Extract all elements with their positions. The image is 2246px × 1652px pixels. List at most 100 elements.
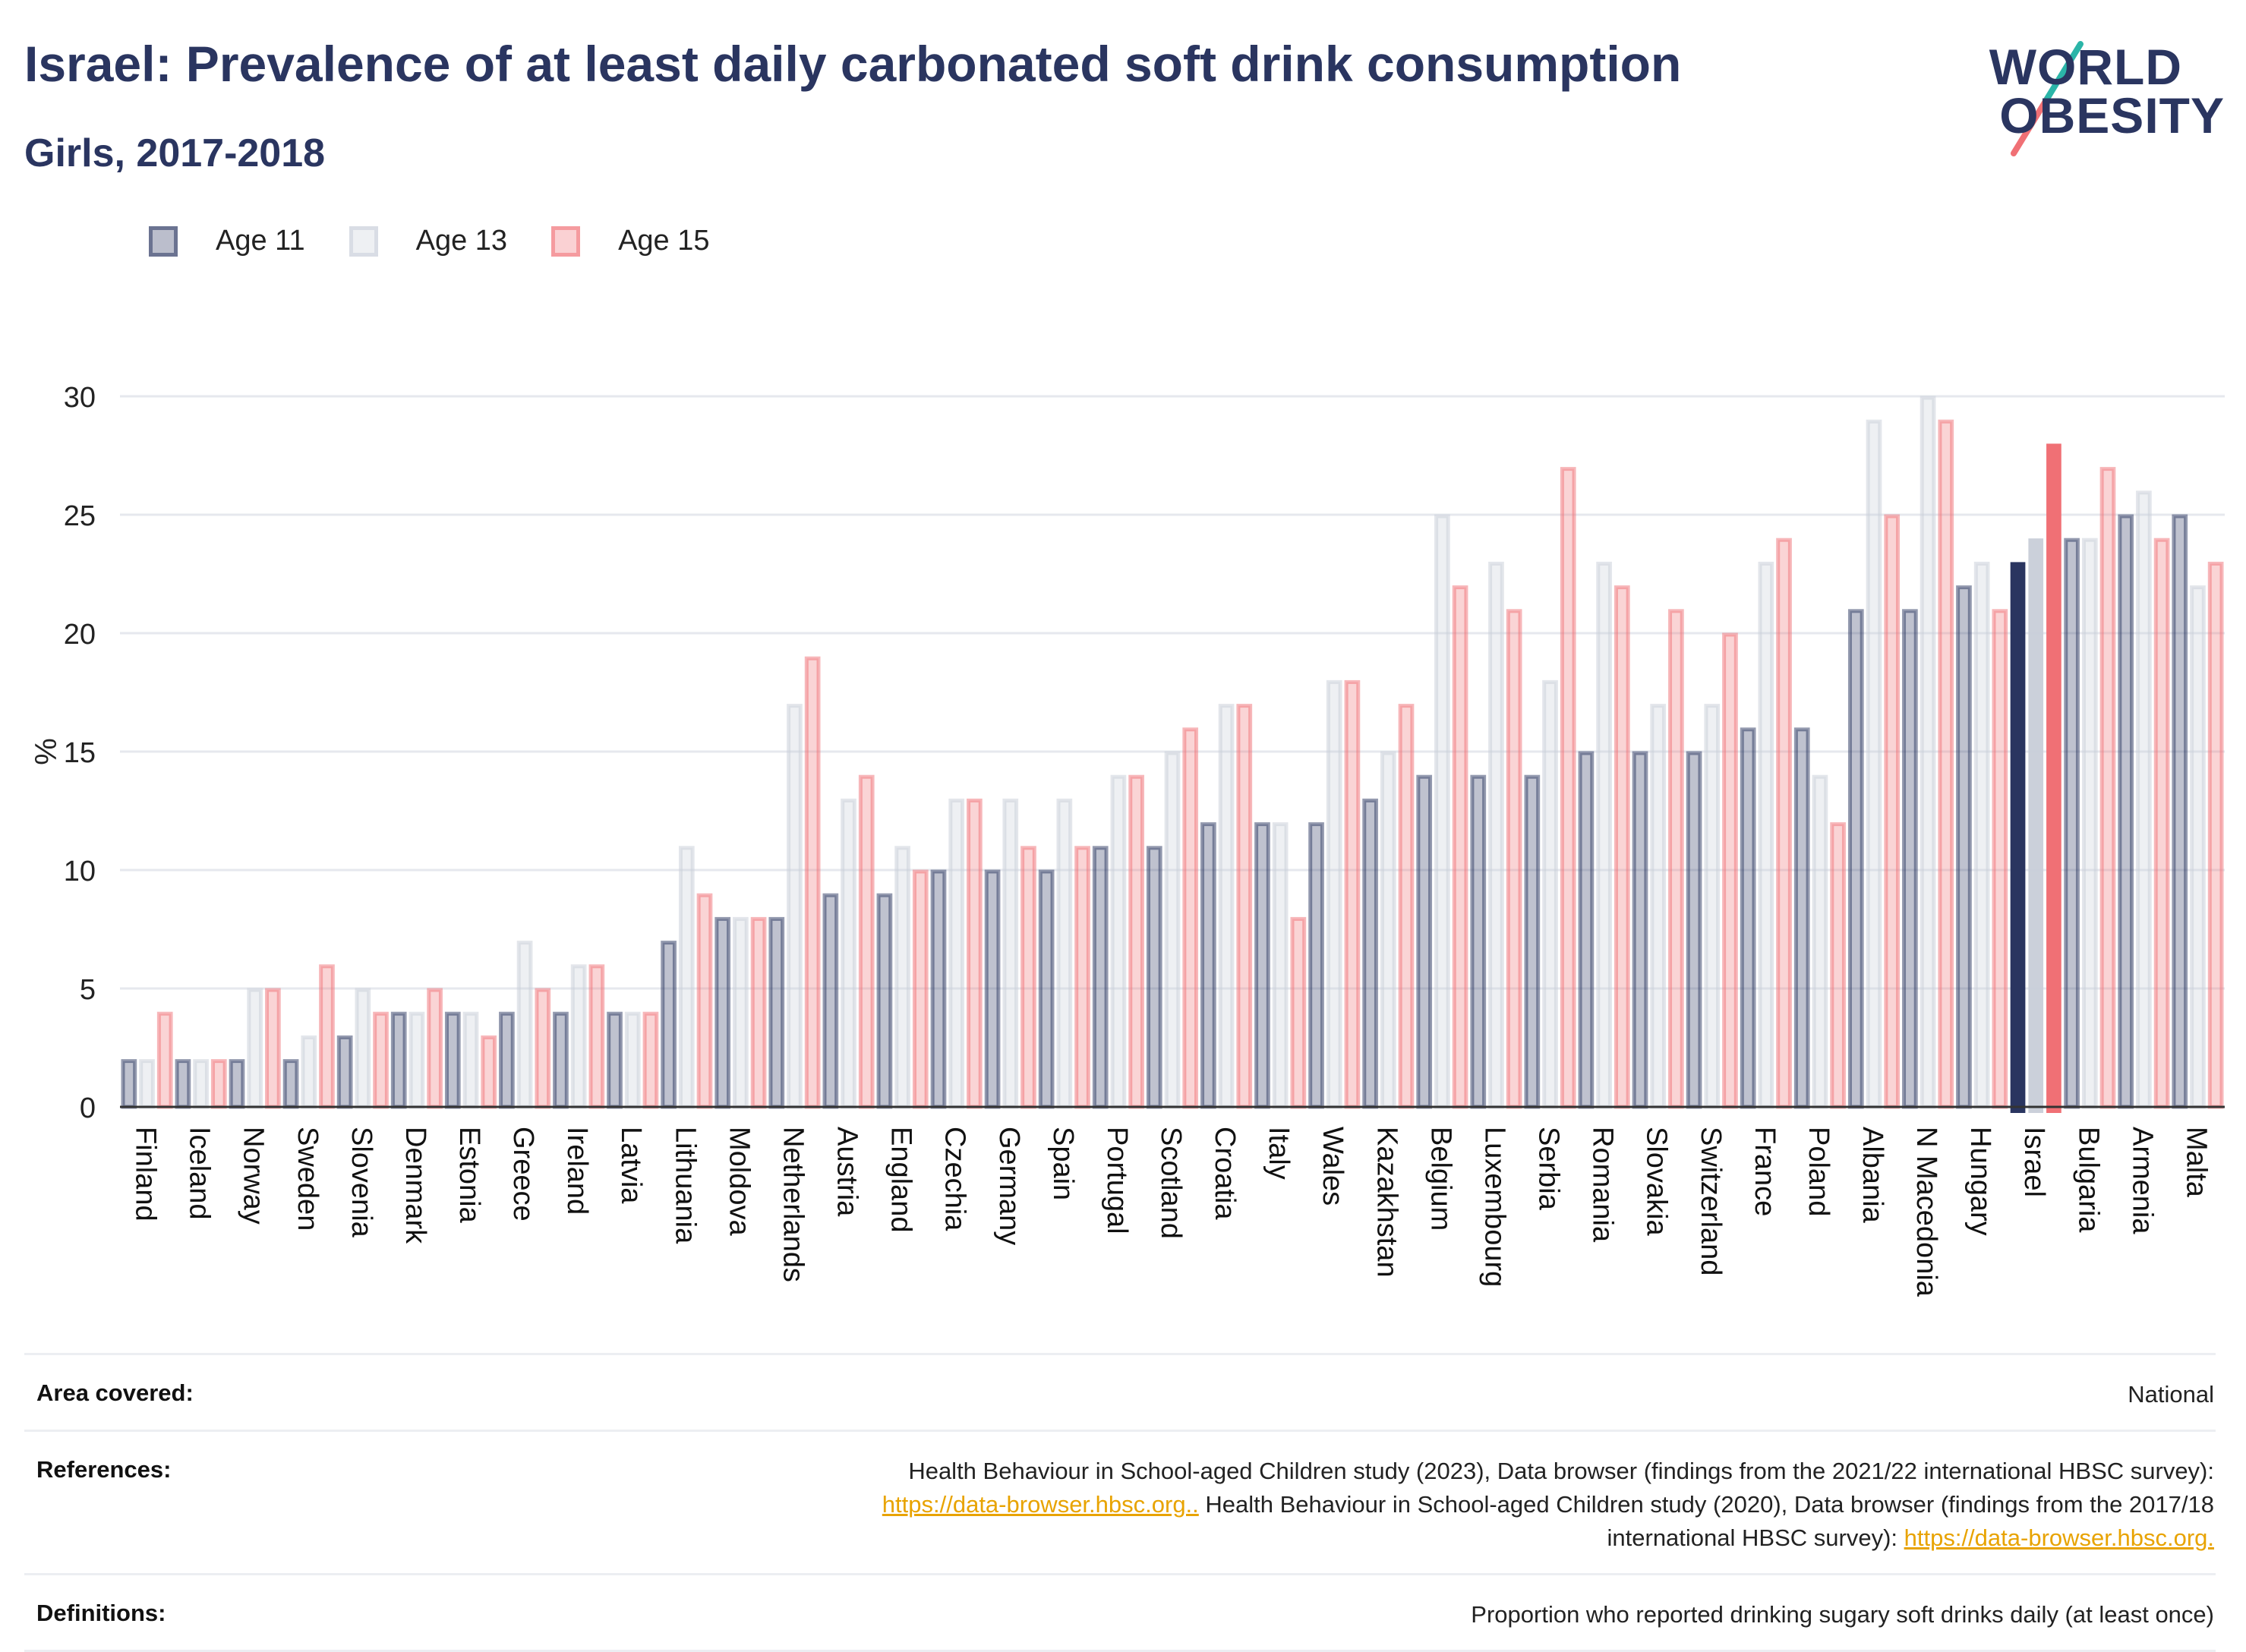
- bar-italy-age-11[interactable]: [1254, 822, 1270, 1109]
- bar-latvia-age-13[interactable]: [624, 1011, 641, 1109]
- bar-moldova-age-11[interactable]: [714, 916, 731, 1109]
- bar-kazakhstan-age-15[interactable]: [1398, 704, 1415, 1109]
- bar-finland-age-11[interactable]: [121, 1059, 137, 1109]
- bar-hungary-age-15[interactable]: [1992, 609, 2008, 1109]
- bar-kazakhstan-age-13[interactable]: [1380, 751, 1396, 1109]
- bar-germany-age-11[interactable]: [984, 869, 1001, 1109]
- bar-malta-age-11[interactable]: [2172, 514, 2188, 1109]
- bar-poland-age-13[interactable]: [1812, 774, 1828, 1109]
- reference-link-2[interactable]: https://data-browser.hbsc.org.: [1904, 1524, 2214, 1551]
- bar-luxembourg-age-11[interactable]: [1470, 774, 1487, 1109]
- bar-slovenia-age-15[interactable]: [373, 1011, 389, 1109]
- bar-scotland-age-13[interactable]: [1164, 751, 1181, 1109]
- bar-luxembourg-age-13[interactable]: [1488, 561, 1504, 1109]
- bar-iceland-age-13[interactable]: [193, 1059, 209, 1109]
- bar-iceland-age-11[interactable]: [175, 1059, 191, 1109]
- bar-belgium-age-15[interactable]: [1452, 585, 1468, 1109]
- bar-serbia-age-11[interactable]: [1524, 774, 1541, 1109]
- bar-serbia-age-15[interactable]: [1560, 467, 1576, 1109]
- bar-denmark-age-11[interactable]: [390, 1011, 407, 1109]
- bar-czechia-age-15[interactable]: [967, 798, 983, 1109]
- bar-armenia-age-13[interactable]: [2136, 490, 2152, 1109]
- bar-moldova-age-13[interactable]: [733, 916, 749, 1109]
- bar-latvia-age-11[interactable]: [607, 1011, 623, 1109]
- bar-ireland-age-15[interactable]: [588, 964, 605, 1109]
- bar-switzerland-age-13[interactable]: [1704, 704, 1721, 1109]
- bar-n-macedonia-age-15[interactable]: [1938, 419, 1954, 1109]
- bar-finland-age-15[interactable]: [156, 1011, 173, 1109]
- bar-lithuania-age-13[interactable]: [678, 846, 695, 1109]
- bar-n-macedonia-age-11[interactable]: [1902, 609, 1918, 1109]
- bar-portugal-age-15[interactable]: [1128, 774, 1144, 1109]
- bar-israel-age-15[interactable]: [2046, 443, 2061, 1113]
- bar-malta-age-15[interactable]: [2207, 561, 2224, 1109]
- bar-netherlands-age-15[interactable]: [804, 656, 821, 1109]
- bar-poland-age-11[interactable]: [1793, 727, 1810, 1109]
- bar-norway-age-15[interactable]: [265, 988, 281, 1109]
- bar-serbia-age-13[interactable]: [1542, 679, 1558, 1109]
- bar-lithuania-age-15[interactable]: [696, 893, 713, 1109]
- legend-item-age-15[interactable]: Age 15: [551, 225, 710, 257]
- bar-france-age-11[interactable]: [1740, 727, 1756, 1109]
- bar-italy-age-15[interactable]: [1290, 916, 1307, 1109]
- bar-france-age-15[interactable]: [1776, 538, 1792, 1109]
- bar-england-age-13[interactable]: [894, 846, 910, 1109]
- bar-albania-age-11[interactable]: [1847, 609, 1864, 1109]
- bar-england-age-15[interactable]: [912, 869, 929, 1109]
- bar-greece-age-13[interactable]: [516, 941, 533, 1109]
- bar-austria-age-13[interactable]: [841, 798, 856, 1109]
- bar-albania-age-13[interactable]: [1866, 419, 1882, 1109]
- bar-lithuania-age-11[interactable]: [661, 941, 677, 1109]
- bar-germany-age-15[interactable]: [1020, 846, 1036, 1109]
- bar-slovakia-age-11[interactable]: [1632, 751, 1648, 1109]
- bar-spain-age-15[interactable]: [1074, 846, 1090, 1109]
- bar-slovenia-age-11[interactable]: [336, 1035, 353, 1109]
- bar-romania-age-13[interactable]: [1596, 561, 1612, 1109]
- bar-finland-age-13[interactable]: [139, 1059, 155, 1109]
- bar-czechia-age-11[interactable]: [930, 869, 947, 1109]
- bar-estonia-age-11[interactable]: [444, 1011, 461, 1109]
- bar-israel-age-13[interactable]: [2028, 538, 2044, 1113]
- bar-ireland-age-11[interactable]: [553, 1011, 569, 1109]
- bar-n-macedonia-age-13[interactable]: [1920, 396, 1936, 1109]
- bar-ireland-age-13[interactable]: [570, 964, 587, 1109]
- bar-latvia-age-15[interactable]: [642, 1011, 659, 1109]
- bar-switzerland-age-11[interactable]: [1686, 751, 1702, 1109]
- bar-luxembourg-age-15[interactable]: [1506, 609, 1522, 1109]
- bar-hungary-age-11[interactable]: [1956, 585, 1972, 1109]
- bar-armenia-age-15[interactable]: [2153, 538, 2170, 1109]
- bar-belgium-age-13[interactable]: [1434, 514, 1450, 1109]
- bar-croatia-age-15[interactable]: [1236, 704, 1253, 1109]
- bar-croatia-age-11[interactable]: [1200, 822, 1216, 1109]
- bar-kazakhstan-age-11[interactable]: [1362, 798, 1378, 1109]
- bar-iceland-age-15[interactable]: [210, 1059, 227, 1109]
- bar-bulgaria-age-11[interactable]: [2064, 538, 2080, 1109]
- bar-germany-age-13[interactable]: [1002, 798, 1019, 1109]
- bar-denmark-age-15[interactable]: [427, 988, 443, 1109]
- bar-slovakia-age-15[interactable]: [1668, 609, 1684, 1109]
- bar-switzerland-age-15[interactable]: [1722, 632, 1738, 1109]
- bar-albania-age-15[interactable]: [1884, 514, 1901, 1109]
- bar-netherlands-age-11[interactable]: [768, 916, 785, 1109]
- bar-estonia-age-13[interactable]: [462, 1011, 479, 1109]
- bar-czechia-age-13[interactable]: [948, 798, 965, 1109]
- bar-hungary-age-13[interactable]: [1973, 561, 1990, 1109]
- legend-item-age-11[interactable]: Age 11: [149, 225, 305, 257]
- bar-portugal-age-11[interactable]: [1092, 846, 1109, 1109]
- bar-romania-age-11[interactable]: [1578, 751, 1595, 1109]
- bar-poland-age-15[interactable]: [1830, 822, 1846, 1109]
- bar-sweden-age-11[interactable]: [282, 1059, 299, 1109]
- bar-wales-age-11[interactable]: [1308, 822, 1324, 1109]
- bar-england-age-11[interactable]: [876, 893, 893, 1109]
- bar-romania-age-15[interactable]: [1614, 585, 1630, 1109]
- bar-sweden-age-15[interactable]: [319, 964, 335, 1109]
- bar-portugal-age-13[interactable]: [1110, 774, 1127, 1109]
- reference-link-1[interactable]: https://data-browser.hbsc.org..: [882, 1491, 1199, 1518]
- bar-wales-age-15[interactable]: [1344, 679, 1361, 1109]
- bar-israel-age-11[interactable]: [2010, 562, 2026, 1113]
- legend-item-age-13[interactable]: Age 13: [349, 225, 507, 257]
- bar-greece-age-11[interactable]: [499, 1011, 515, 1109]
- bar-netherlands-age-13[interactable]: [787, 704, 803, 1109]
- bar-france-age-13[interactable]: [1758, 561, 1774, 1109]
- bar-sweden-age-13[interactable]: [301, 1035, 317, 1109]
